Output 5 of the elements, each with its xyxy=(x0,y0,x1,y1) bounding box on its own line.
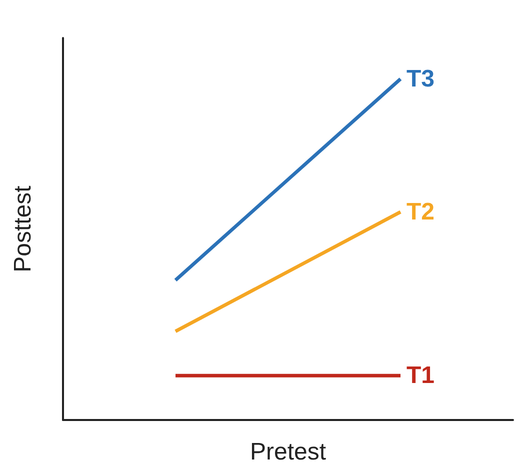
x-axis-title: Pretest xyxy=(250,438,326,466)
y-axis-title: Posttest xyxy=(10,185,36,272)
series-label: T1 xyxy=(406,362,435,390)
series-label: T3 xyxy=(406,65,435,92)
series-label: T2 xyxy=(406,198,435,226)
